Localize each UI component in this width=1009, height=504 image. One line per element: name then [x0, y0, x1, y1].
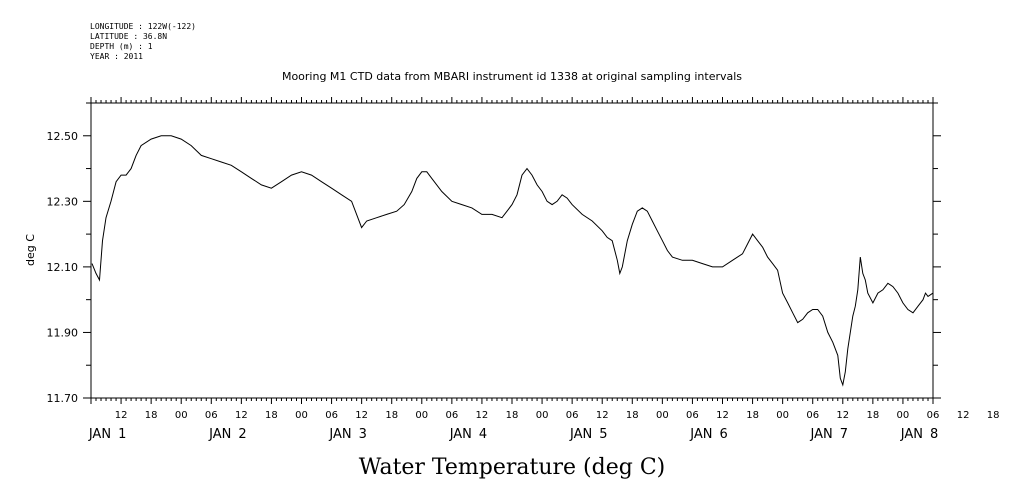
x-day-number: 6: [720, 427, 728, 442]
x-hour-label: 06: [686, 410, 699, 421]
x-hour-labels: 12 18 00 06 12 18 00 06 12 18 00 06 12 18 00 06 12 18 00 06…: [115, 410, 1000, 421]
x-hour-label: 18: [506, 410, 519, 421]
x-day-month: JAN: [208, 427, 231, 442]
x-hour-label: 00: [295, 410, 308, 421]
x-hour-label: 00: [415, 410, 428, 421]
x-hour-label: 12: [115, 410, 128, 421]
x-day-number: 5: [599, 427, 607, 442]
x-hour-label: 12: [716, 410, 729, 421]
x-hour-label: 06: [566, 410, 579, 421]
x-hour-label: 18: [746, 410, 759, 421]
x-day-label: JAN 7: [810, 427, 849, 442]
x-day-label: JAN 8: [900, 427, 939, 442]
x-axis-label: Water Temperature (deg C): [359, 455, 666, 480]
plot-frame: [90, 102, 934, 399]
x-hour-label: 18: [626, 410, 639, 421]
x-day-label: JAN 6: [689, 427, 728, 442]
x-day-label: JAN 2: [208, 427, 247, 442]
x-hour-label: 06: [325, 410, 338, 421]
x-day-label: JAN 3: [328, 427, 367, 442]
x-hour-label: 00: [897, 410, 910, 421]
longitude-text: LONGITUDE : 122W(-122): [90, 22, 196, 31]
depth-text: DEPTH (m) : 1: [90, 42, 153, 51]
x-hour-label: 12: [596, 410, 609, 421]
y-tick-label: 12.50: [47, 130, 79, 143]
y-axis-label: deg C: [24, 234, 37, 266]
x-day-number: 8: [930, 427, 938, 442]
x-day-month: JAN: [689, 427, 712, 442]
x-day-number: 4: [479, 427, 487, 442]
x-hour-label: 18: [265, 410, 278, 421]
x-hour-label: 18: [866, 410, 879, 421]
x-day-number: 3: [359, 427, 367, 442]
x-hour-label: 12: [476, 410, 489, 421]
temperature-series-line: [91, 135, 934, 387]
y-tick-label: 12.30: [47, 195, 79, 208]
x-day-label: JAN 4: [449, 427, 488, 442]
y-tick-label: 11.90: [47, 326, 79, 339]
y-tick-labels: 11.70 11.90 12.10 12.30 12.50: [47, 130, 79, 405]
x-hour-label: 06: [205, 410, 218, 421]
x-hour-label: 06: [445, 410, 458, 421]
x-hour-label: 12: [957, 410, 970, 421]
y-tick-label: 11.70: [47, 392, 79, 405]
latitude-text: LATITUDE : 36.8N: [90, 32, 168, 41]
x-hour-label: 06: [927, 410, 940, 421]
x-hour-label: 00: [536, 410, 549, 421]
x-day-labels: JAN 1 JAN 2 JAN 3 JAN 4 JAN 5 JAN 6 JAN 7 JAN 8: [88, 427, 938, 442]
x-day-month: JAN: [328, 427, 351, 442]
year-text: YEAR : 2011: [90, 52, 143, 61]
x-hour-label: 06: [806, 410, 819, 421]
x-hour-label: 18: [987, 410, 1000, 421]
x-hour-label: 00: [175, 410, 188, 421]
x-day-label: JAN 5: [569, 427, 608, 442]
x-hour-label: 00: [776, 410, 789, 421]
x-day-label: JAN 1: [88, 427, 127, 442]
tick-marks: [83, 97, 941, 404]
x-day-number: 2: [238, 427, 246, 442]
x-hour-label: 18: [385, 410, 398, 421]
x-hour-label: 18: [145, 410, 158, 421]
x-hour-label: 12: [235, 410, 248, 421]
metadata-block: LONGITUDE : 122W(-122) LATITUDE : 36.8N …: [90, 22, 196, 62]
x-hour-label: 00: [656, 410, 669, 421]
x-day-number: 7: [840, 427, 848, 442]
y-tick-label: 12.10: [47, 261, 79, 274]
x-hour-label: 12: [836, 410, 849, 421]
x-day-number: 1: [118, 427, 126, 442]
x-hour-label: 12: [355, 410, 368, 421]
x-day-month: JAN: [569, 427, 592, 442]
x-day-month: JAN: [449, 427, 472, 442]
x-day-month: JAN: [88, 427, 111, 442]
x-day-month: JAN: [810, 427, 833, 442]
chart-title: Mooring M1 CTD data from MBARI instrumen…: [282, 70, 742, 83]
x-day-month: JAN: [900, 427, 923, 442]
